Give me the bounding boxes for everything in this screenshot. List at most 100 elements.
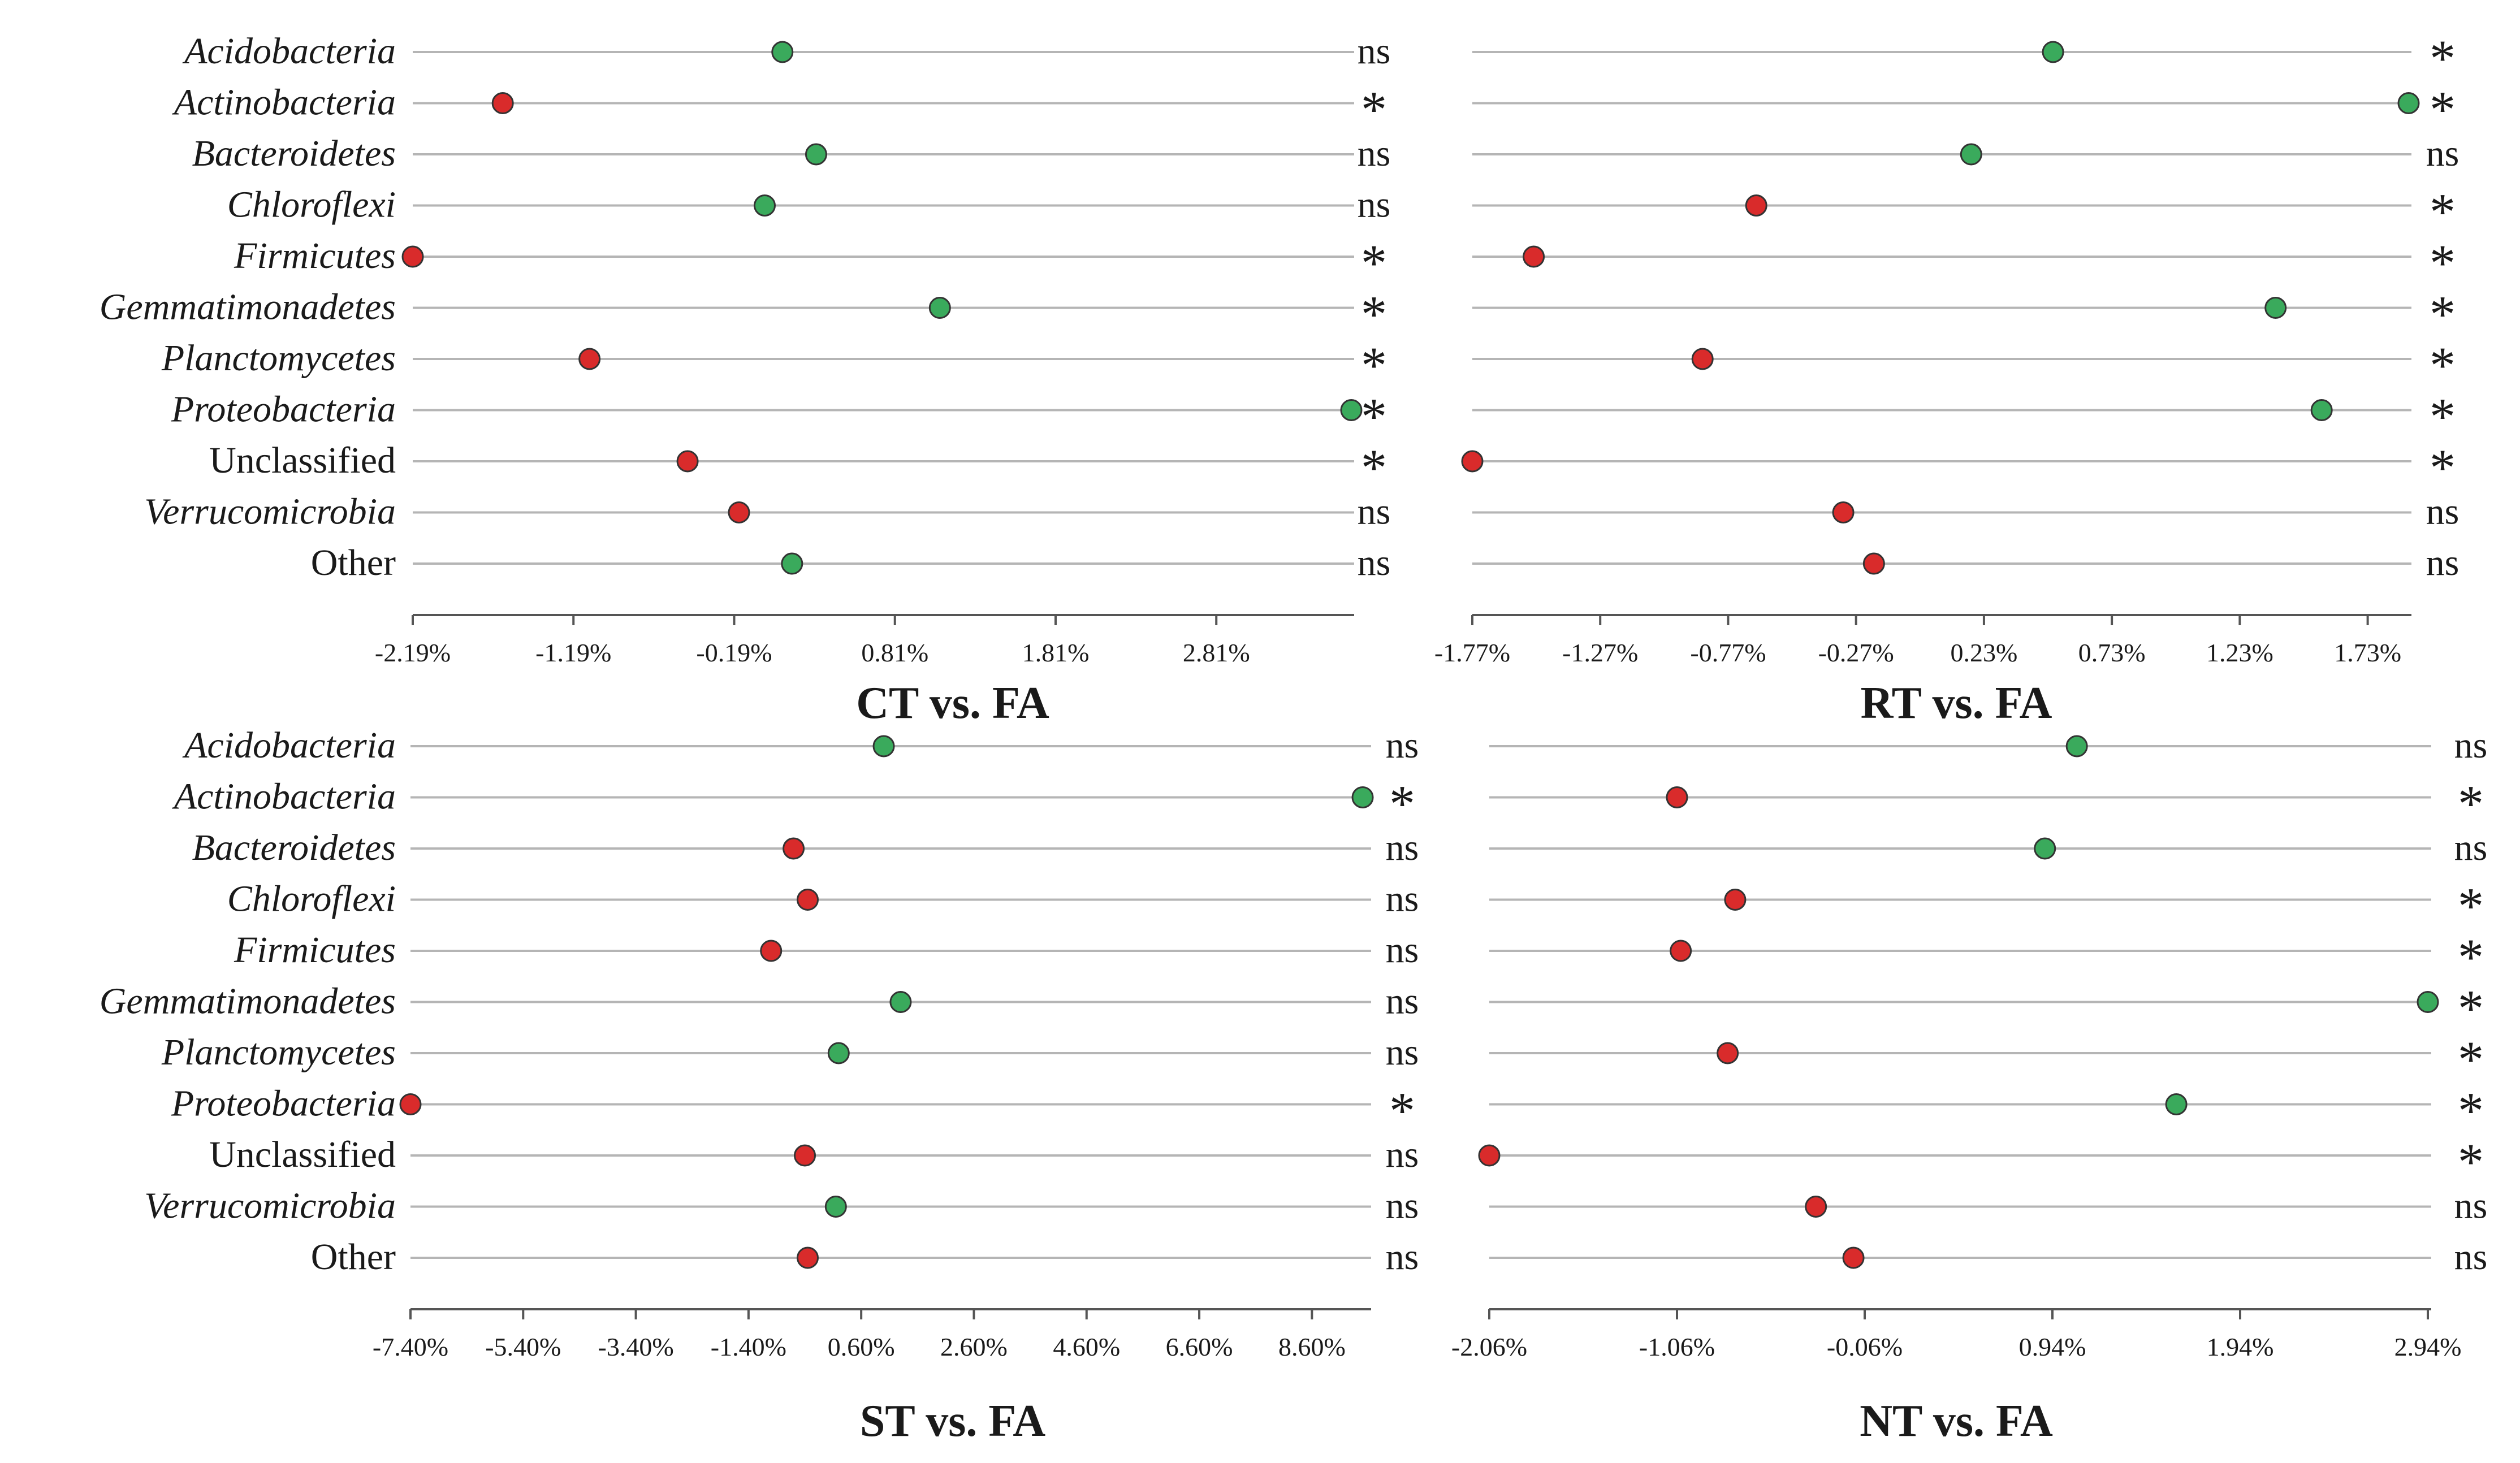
x-tick-label: 2.60% (940, 1332, 1008, 1361)
data-point (794, 1144, 816, 1167)
data-point (2310, 399, 2333, 421)
significance-label: ns (1386, 1032, 1419, 1073)
category-label: Other (311, 542, 396, 583)
x-tick-label: 1.23% (2206, 638, 2273, 667)
category-label: Actinobacteria (172, 82, 396, 123)
data-point (1862, 552, 1885, 575)
data-point (1832, 501, 1855, 523)
x-tick-label: 8.60% (1278, 1332, 1346, 1361)
x-tick-label: 0.23% (1951, 638, 2018, 667)
x-tick-label: -0.27% (1818, 638, 1894, 667)
x-tick-label: -0.19% (696, 638, 772, 667)
x-tick-label: -3.40% (598, 1332, 674, 1361)
data-point (491, 92, 514, 114)
data-point (824, 1196, 847, 1218)
category-label: Bacteroidetes (192, 827, 396, 868)
category-label: Bacteroidetes (192, 133, 396, 174)
category-label: Acidobacteria (182, 725, 396, 766)
data-point (1670, 940, 1692, 962)
x-tick-label: 6.60% (1166, 1332, 1233, 1361)
significance-label: * (2430, 439, 2456, 496)
data-point (676, 450, 699, 473)
data-point (399, 1093, 422, 1115)
significance-label: ns (1386, 827, 1419, 868)
significance-label: ns (2454, 827, 2488, 868)
significance-label: ns (1358, 184, 1391, 226)
significance-label: * (2458, 1031, 2484, 1088)
category-label: Chloroflexi (227, 184, 396, 226)
panel-title: RT vs. FA (1861, 678, 2052, 728)
significance-label: ns (1386, 1134, 1419, 1175)
significance-label: * (2430, 183, 2456, 241)
data-point (1842, 1246, 1865, 1269)
significance-label: * (1361, 439, 1387, 496)
x-tick-label: -7.40% (373, 1332, 448, 1361)
significance-label: * (1361, 388, 1387, 445)
significance-label: * (2430, 388, 2456, 445)
x-tick-label: 1.73% (2334, 638, 2401, 667)
data-point (2397, 92, 2420, 114)
data-point (805, 143, 827, 166)
data-point (1478, 1144, 1501, 1167)
significance-label: * (2430, 29, 2456, 87)
data-point (401, 245, 424, 268)
x-tick-label: 2.94% (2394, 1332, 2462, 1361)
category-label: Proteobacteria (171, 1083, 396, 1124)
category-label: Verrucomicrobia (144, 491, 396, 533)
significance-label: * (2458, 1133, 2484, 1191)
significance-label: ns (1386, 929, 1419, 971)
x-tick-label: -5.40% (485, 1332, 561, 1361)
data-point (1691, 348, 1714, 370)
chart-panel-2: -1.77% -1.27% -0.77% -0.27% 0.23% 0.73% 1.23% 1… (1434, 29, 2459, 728)
x-tick-label: 1.81% (1022, 638, 1090, 667)
significance-label: * (2430, 336, 2456, 394)
significance-label: * (1361, 234, 1387, 292)
x-tick-label: 1.94% (2207, 1332, 2274, 1361)
significance-label: ns (2454, 1236, 2488, 1278)
x-tick-label: -1.77% (1434, 638, 1510, 667)
category-label: Actinobacteria (172, 776, 396, 817)
data-point (783, 837, 805, 860)
data-point (1717, 1042, 1739, 1064)
significance-label: ns (1386, 1236, 1419, 1278)
data-point (2065, 735, 2088, 758)
significance-label: * (2458, 1082, 2484, 1140)
category-label: Acidobacteria (182, 31, 396, 72)
category-label: Planctomycetes (161, 1032, 396, 1073)
significance-label: * (2458, 980, 2484, 1037)
data-point (2042, 41, 2064, 63)
x-tick-label: -2.19% (375, 638, 451, 667)
x-tick-label: -2.06% (1451, 1332, 1527, 1361)
x-tick-label: -0.77% (1690, 638, 1766, 667)
significance-label: ns (1386, 981, 1419, 1022)
data-point (728, 501, 750, 523)
significance-label: ns (1358, 31, 1391, 72)
significance-label: * (1361, 285, 1387, 343)
data-point (827, 1042, 850, 1064)
significance-label: ns (2426, 491, 2460, 533)
data-point (771, 41, 794, 63)
significance-label: * (2430, 81, 2456, 138)
significance-label: ns (2426, 542, 2460, 583)
category-label: Firmicutes (234, 235, 396, 276)
panel-title: NT vs. FA (1860, 1396, 2053, 1446)
chart-panel-4: -2.06% -1.06% -0.06% 0.94% 1.94% 2.94%ns*ns**… (1451, 725, 2487, 1446)
x-tick-label: 0.94% (2019, 1332, 2086, 1361)
data-point (754, 194, 776, 217)
data-point (1805, 1196, 1827, 1218)
significance-label: ns (1386, 1185, 1419, 1227)
category-label: Gemmatimonadetes (100, 287, 396, 328)
category-label: Unclassified (209, 440, 396, 481)
significance-label: ns (2426, 133, 2460, 174)
data-point (1960, 143, 1982, 166)
x-tick-label: 0.81% (861, 638, 928, 667)
data-point (1461, 450, 1484, 473)
data-point (2165, 1093, 2188, 1115)
significance-label: * (1361, 81, 1387, 138)
significance-label: * (2458, 877, 2484, 935)
data-point (781, 552, 803, 575)
x-tick-label: 4.60% (1053, 1332, 1120, 1361)
chart-panel-3: Acidobacteria Actinobacteria Bacteroidetes… (100, 725, 1419, 1446)
significance-label: ns (1358, 491, 1391, 533)
